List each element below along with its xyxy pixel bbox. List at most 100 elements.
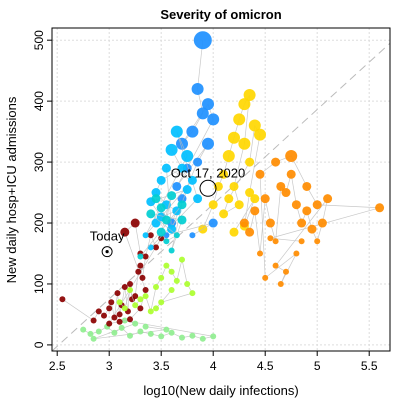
annotations: Oct 17, 2020 Today: [90, 165, 245, 258]
data-point: [267, 235, 274, 242]
data-point: [90, 317, 97, 324]
data-point: [234, 200, 244, 210]
data-point: [156, 203, 166, 213]
series-path: [165, 40, 214, 236]
data-point: [276, 181, 286, 191]
data-point: [250, 206, 260, 216]
data-point: [229, 181, 239, 191]
data-point: [307, 224, 317, 234]
data-point: [177, 200, 187, 210]
data-point: [80, 326, 87, 333]
x-tick-label: 5: [314, 359, 321, 373]
data-point: [317, 218, 327, 228]
data-point: [285, 149, 298, 162]
data-point: [137, 328, 144, 335]
data-point: [147, 232, 154, 239]
data-point: [170, 125, 183, 138]
data-point: [114, 290, 121, 297]
data-point: [111, 329, 118, 336]
data-point: [142, 287, 149, 294]
data-point: [127, 316, 133, 323]
data-point: [153, 305, 159, 312]
data-point: [265, 218, 275, 228]
x-tick-label: 5.5: [361, 359, 378, 373]
data-point: [118, 324, 125, 331]
data-point: [139, 274, 146, 281]
data-point: [177, 163, 187, 173]
data-point: [167, 191, 177, 201]
data-point: [132, 293, 139, 300]
data-point: [177, 215, 187, 225]
data-point: [255, 169, 265, 179]
annotation-marker: [199, 179, 217, 197]
data-point: [182, 185, 192, 194]
data-point: [219, 209, 229, 219]
data-point: [233, 113, 246, 126]
y-tick-label: 200: [32, 213, 46, 233]
data-point: [116, 311, 123, 318]
data-point: [207, 113, 220, 126]
data-point: [222, 149, 235, 162]
y-axis: 0 100 200 300 400 500: [32, 30, 52, 348]
data-point: [181, 149, 194, 162]
data-point: [213, 181, 223, 191]
data-point: [137, 253, 144, 260]
data-point: [59, 296, 66, 303]
data-point: [238, 98, 251, 111]
data-point: [142, 293, 149, 300]
data-point: [111, 314, 118, 321]
data-point: [158, 274, 165, 281]
annotation-label: Today: [90, 229, 125, 244]
data-point: [298, 238, 305, 245]
data-point: [95, 328, 102, 335]
data-point: [323, 194, 333, 204]
data-point: [142, 232, 149, 239]
data-point: [106, 320, 113, 327]
plot-frame: [51, 27, 391, 352]
data-point: [186, 125, 199, 138]
data-point: [121, 305, 128, 312]
data-point: [165, 143, 178, 156]
data-point: [312, 200, 322, 210]
data-point: [272, 262, 279, 269]
data-point: [193, 157, 203, 167]
data-point: [172, 181, 182, 191]
data-point: [257, 250, 263, 257]
y-tick-label: 500: [32, 30, 46, 50]
data-point: [245, 227, 255, 237]
data-point: [193, 194, 203, 204]
data-point: [95, 308, 102, 315]
data-point: [239, 218, 249, 228]
y-axis-label: New daily hosp+ICU admissions: [4, 96, 19, 283]
data-point: [272, 238, 279, 245]
data-point: [120, 227, 130, 237]
data-point: [210, 333, 217, 340]
data-point: [168, 247, 175, 254]
data-point: [137, 305, 144, 312]
data-point: [142, 253, 149, 260]
x-tick-label: 2.5: [49, 359, 66, 373]
data-point: [101, 312, 107, 319]
data-point: [135, 268, 142, 275]
x-tick-label: 3.5: [153, 359, 170, 373]
data-point: [167, 224, 177, 234]
data-point: [158, 333, 165, 340]
data-point: [302, 181, 312, 191]
data-point: [189, 332, 196, 339]
data-point: [163, 262, 170, 269]
data-point: [87, 330, 94, 337]
data-point: [250, 194, 260, 204]
data-point: [151, 218, 161, 228]
data-point: [132, 302, 139, 309]
data-point: [208, 200, 218, 210]
y-tick-label: 0: [32, 341, 46, 348]
data-point: [199, 335, 206, 342]
data-point: [168, 268, 175, 275]
data-points: [59, 31, 385, 342]
data-point: [187, 175, 197, 185]
data-point: [286, 169, 296, 179]
data-point: [228, 131, 240, 144]
data-point: [189, 290, 196, 297]
data-point: [153, 284, 159, 291]
data-point: [245, 188, 255, 198]
